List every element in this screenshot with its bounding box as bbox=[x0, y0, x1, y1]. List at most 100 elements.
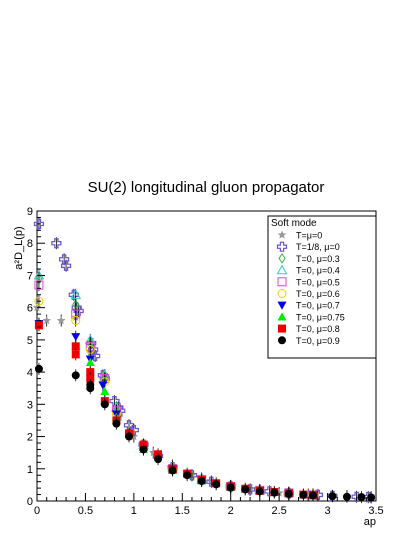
y-tick-label: 0 bbox=[27, 496, 33, 508]
data-point bbox=[56, 316, 66, 325]
y-tick-label: 3 bbox=[27, 399, 33, 411]
legend-item: T=0, μ=0.9 bbox=[278, 336, 340, 346]
data-point bbox=[100, 386, 110, 396]
data-point bbox=[212, 480, 221, 489]
y-tick-label: 1 bbox=[27, 464, 33, 476]
x-tick-label: 2 bbox=[228, 505, 234, 517]
y-tick-label: 6 bbox=[27, 303, 33, 315]
data-point bbox=[85, 357, 95, 367]
legend-item: T=0, μ=0.7 bbox=[277, 301, 340, 311]
data-point bbox=[328, 492, 337, 501]
data-point bbox=[73, 305, 84, 316]
data-point bbox=[34, 321, 43, 330]
data-point bbox=[71, 316, 81, 326]
data-point bbox=[309, 491, 318, 500]
x-tick-label: 1 bbox=[131, 505, 137, 517]
y-tick-label: 7 bbox=[27, 270, 33, 282]
chart-title: SU(2) longitudinal gluon propagator bbox=[88, 179, 325, 196]
data-point bbox=[33, 218, 45, 229]
data-point bbox=[197, 477, 206, 486]
legend-label: T=0, μ=0.7 bbox=[296, 301, 340, 311]
legend-marker bbox=[277, 301, 287, 310]
legend-item: T=0, μ=0.5 bbox=[277, 277, 340, 287]
legend-label: T=0, μ=0.9 bbox=[296, 336, 340, 346]
data-point bbox=[125, 432, 134, 441]
data-point bbox=[303, 490, 313, 499]
x-tick-label: 0.5 bbox=[78, 505, 93, 517]
y-tick-label: 2 bbox=[27, 432, 33, 444]
legend-items: T=μ=0T=1/8, μ=0T=0, μ=0.3T=0, μ=0.4T=0, … bbox=[276, 230, 345, 346]
data-point bbox=[284, 489, 293, 498]
data-point bbox=[71, 371, 80, 380]
data-point bbox=[86, 374, 95, 383]
data-point bbox=[241, 485, 250, 494]
data-point bbox=[42, 316, 51, 325]
data-point bbox=[255, 487, 264, 496]
data-point bbox=[34, 364, 43, 373]
data-point bbox=[342, 492, 351, 501]
data-point bbox=[70, 289, 82, 299]
legend-label: T=1/8, μ=0 bbox=[296, 242, 340, 252]
legend-item: T=μ=0 bbox=[277, 230, 322, 241]
data-point bbox=[270, 488, 279, 497]
x-axis-label: ap bbox=[364, 516, 376, 528]
data-point bbox=[357, 493, 366, 502]
legend-marker bbox=[278, 324, 286, 333]
legend: Soft mode T=μ=0T=1/8, μ=0 T=0, μ=0.3 T=0, … bbox=[267, 215, 377, 359]
data-point bbox=[34, 296, 44, 306]
data-markers bbox=[32, 217, 376, 504]
legend-item: T=0, μ=0.6 bbox=[277, 289, 340, 299]
x-tick-label: 3 bbox=[325, 505, 331, 517]
axes: 0 0.5 1 1.5 2 2.5 3 3.5 0 1 2 3 4 5 6 7 8 9 bbox=[27, 206, 384, 517]
legend-marker bbox=[277, 289, 287, 298]
legend-label: T=0, μ=0.3 bbox=[296, 254, 340, 264]
data-point bbox=[299, 490, 308, 499]
data-point bbox=[71, 342, 80, 351]
legend-marker bbox=[276, 264, 288, 275]
legend-label: T=0, μ=0.5 bbox=[296, 277, 340, 287]
legend-label: T=0, μ=0.4 bbox=[296, 266, 340, 276]
legend-marker bbox=[277, 230, 287, 239]
data-point bbox=[100, 400, 109, 409]
data-point bbox=[183, 471, 192, 480]
y-axis-label: a²D_L(p) bbox=[13, 226, 25, 269]
series-9 bbox=[34, 362, 376, 504]
legend-title: Soft mode bbox=[271, 218, 317, 229]
data-point bbox=[34, 280, 44, 290]
x-tick-label: 3.5 bbox=[368, 505, 383, 517]
data-point bbox=[139, 445, 148, 454]
data-point bbox=[226, 483, 235, 492]
x-tick-label: 2.5 bbox=[271, 505, 286, 517]
legend-item: T=0, μ=0.3 bbox=[278, 252, 340, 264]
y-tick-label: 5 bbox=[27, 335, 33, 347]
legend-marker bbox=[277, 277, 287, 287]
legend-item: T=1/8, μ=0 bbox=[276, 241, 340, 252]
data-point bbox=[71, 333, 81, 342]
data-point bbox=[367, 493, 376, 502]
data-point bbox=[98, 381, 108, 390]
data-point bbox=[115, 405, 126, 416]
x-tick-label: 0 bbox=[34, 505, 40, 517]
legend-label: T=0, μ=0.8 bbox=[296, 324, 340, 334]
legend-marker bbox=[276, 241, 288, 252]
y-tick-label: 9 bbox=[27, 206, 33, 218]
x-tick-label: 1.5 bbox=[175, 505, 190, 517]
data-point bbox=[71, 350, 80, 359]
legend-box bbox=[267, 215, 377, 359]
data-point bbox=[86, 384, 95, 393]
data-point bbox=[86, 368, 95, 377]
legend-item: T=0, μ=0.75 bbox=[277, 312, 345, 322]
y-tick-label: 8 bbox=[27, 238, 33, 250]
legend-marker bbox=[278, 252, 286, 264]
data-point bbox=[60, 260, 72, 271]
legend-item: T=0, μ=0.8 bbox=[278, 324, 340, 334]
data-point bbox=[168, 466, 177, 475]
legend-marker bbox=[278, 336, 286, 345]
data-point bbox=[154, 455, 163, 464]
legend-label: T=μ=0 bbox=[296, 231, 322, 241]
y-tick-label: 4 bbox=[27, 367, 33, 379]
legend-marker bbox=[277, 312, 287, 321]
legend-item: T=0, μ=0.4 bbox=[276, 264, 340, 276]
data-point bbox=[51, 238, 62, 249]
